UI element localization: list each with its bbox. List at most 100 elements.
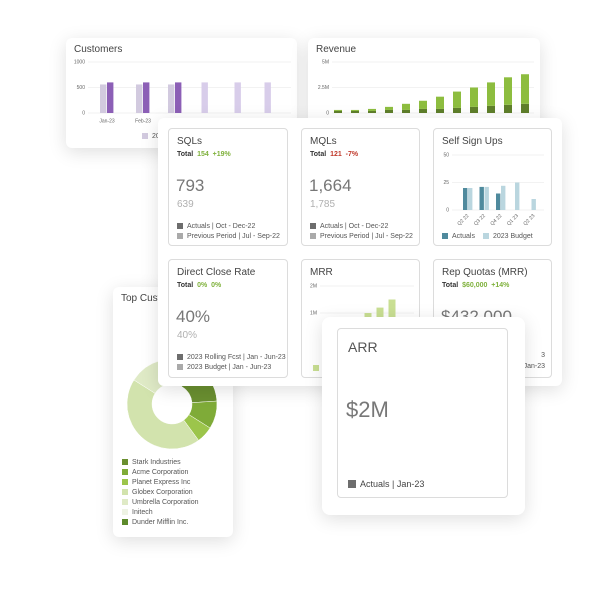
card-title: Top Customers bbox=[121, 293, 189, 304]
bar-segment bbox=[334, 110, 342, 113]
legend-swatch bbox=[310, 233, 316, 239]
legend-entry: Globex Corporation bbox=[122, 489, 199, 499]
bar-segment bbox=[504, 77, 512, 105]
bar-segment bbox=[504, 104, 512, 113]
bar-segment bbox=[419, 108, 427, 113]
y-tick-label: 25 bbox=[443, 180, 449, 186]
arr-card: ARR $2M Actuals | Jan-23 bbox=[322, 317, 525, 515]
legend-entry: Umbrella Corporation bbox=[122, 499, 199, 509]
bar-segment bbox=[419, 100, 427, 109]
kpi-previous: 1,785 bbox=[310, 199, 336, 210]
kpi-value: 1,664 bbox=[309, 176, 352, 195]
legend-text: Actuals | Oct - Dec-22 bbox=[320, 223, 389, 230]
bar bbox=[264, 82, 271, 113]
bar bbox=[479, 186, 484, 210]
legend-entry: Actuals bbox=[442, 233, 475, 240]
legend-entry: Actuals | Oct - Dec-22 bbox=[177, 223, 280, 230]
revenue-chart: 0 2.5M 5M bbox=[318, 59, 534, 116]
legend-text: 20 bbox=[152, 133, 160, 140]
self-sign-ups-chart: 0 25 50 Q2 22 Q3 22 Q4 22 Q1 23 Q2 23 bbox=[443, 152, 544, 227]
y-tick-label: 5M bbox=[322, 59, 329, 65]
bar-segment bbox=[385, 109, 393, 113]
legend-entry: Planet Express Inc bbox=[122, 479, 199, 489]
legend-text: 3 bbox=[541, 352, 545, 359]
bar bbox=[143, 82, 150, 113]
y-tick-label: 0 bbox=[326, 110, 329, 116]
total-value: 154 bbox=[197, 151, 209, 158]
legend: 2023 Rolling Fcst | Jan - Jun-23 2023 Bud… bbox=[177, 354, 286, 374]
kpi-previous: 40% bbox=[177, 330, 198, 341]
card-title: Revenue bbox=[316, 44, 357, 55]
bar-segment bbox=[385, 106, 393, 110]
legend-text: Actuals | Jan-23 bbox=[360, 479, 425, 489]
legend: Actuals 2023 Budget bbox=[442, 233, 541, 240]
y-tick-label: 1M bbox=[310, 310, 317, 316]
bar bbox=[484, 186, 489, 210]
legend-swatch bbox=[177, 354, 183, 360]
bar-segment bbox=[368, 108, 376, 111]
legend-swatch bbox=[142, 133, 148, 139]
bar bbox=[496, 193, 501, 210]
legend-swatch bbox=[122, 519, 128, 525]
bar-segment bbox=[470, 106, 478, 113]
legend-swatch bbox=[122, 499, 128, 505]
kpi-value: 40% bbox=[176, 307, 211, 326]
legend: Actuals | Oct - Dec-22 Previous Period | … bbox=[310, 223, 413, 243]
legend-entry: 2023 Budget | Jan - Jun-23 bbox=[177, 364, 286, 371]
bar bbox=[136, 84, 143, 113]
legend-entry: 2023 Rolling Fcst | Jan - Jun-23 bbox=[177, 354, 286, 361]
legend-swatch bbox=[122, 459, 128, 465]
x-tick-label: Q2 23 bbox=[522, 213, 536, 227]
legend-swatch bbox=[177, 364, 183, 370]
card-title: Direct Close Rate bbox=[177, 267, 256, 278]
bar-segment bbox=[351, 110, 359, 113]
total-label: Total bbox=[177, 282, 194, 289]
y-tick-label: 0 bbox=[82, 110, 85, 116]
legend-swatch bbox=[442, 233, 448, 239]
legend-swatch bbox=[313, 365, 319, 371]
card-title: Rep Quotas (MRR) bbox=[442, 267, 528, 278]
bar-segment bbox=[521, 103, 529, 113]
kpi-value: $2M bbox=[346, 397, 389, 422]
total-line: Total 154 +19% bbox=[177, 151, 231, 158]
total-label: Total bbox=[310, 151, 327, 158]
legend-entry: Initech bbox=[122, 509, 199, 519]
legend-text: 2023 Budget bbox=[492, 233, 533, 240]
legend-swatch bbox=[310, 223, 316, 229]
legend-text: Dunder Mifflin Inc. bbox=[132, 519, 189, 526]
legend-text: Actuals | Oct - Dec-22 bbox=[187, 223, 256, 230]
card-title: ARR bbox=[348, 339, 378, 355]
legend-text: Initech bbox=[132, 509, 153, 516]
legend-text: Actuals bbox=[452, 233, 475, 240]
legend-swatch bbox=[122, 469, 128, 475]
x-tick-label: Q1 23 bbox=[506, 213, 520, 227]
legend-swatch bbox=[122, 509, 128, 515]
bar-segment bbox=[351, 109, 359, 111]
x-tick-label: Q4 22 bbox=[489, 213, 503, 227]
pie-slice bbox=[126, 379, 199, 450]
bar-segment bbox=[436, 96, 444, 109]
legend-entry: Actuals | Jan-23 bbox=[348, 479, 424, 489]
bar-segment bbox=[402, 109, 410, 113]
legend-entry: Stark Industries bbox=[122, 459, 199, 469]
bar bbox=[175, 82, 182, 113]
bar-segment bbox=[521, 74, 529, 104]
arr-inner: ARR $2M Actuals | Jan-23 bbox=[337, 328, 508, 498]
bar-segment bbox=[453, 107, 461, 113]
bar-segment bbox=[487, 105, 495, 113]
legend-swatch bbox=[482, 233, 489, 239]
bar-segment bbox=[368, 110, 376, 113]
sqls-card: SQLs Total 154 +19% 793 639 Actuals | Oc… bbox=[168, 128, 288, 246]
total-change: +14% bbox=[491, 282, 510, 289]
mqls-card: MQLs Total 121 -7% 1,664 1,785 Actuals |… bbox=[301, 128, 420, 246]
legend-text: Jan-23 bbox=[523, 363, 545, 370]
legend-entry: Actuals | Oct - Dec-22 bbox=[310, 223, 413, 230]
bar-segment bbox=[453, 91, 461, 108]
bar-segment bbox=[402, 103, 410, 110]
bar bbox=[100, 84, 107, 113]
legend-text: 2023 Rolling Fcst | Jan - Jun-23 bbox=[187, 354, 286, 361]
bar bbox=[463, 188, 468, 210]
self-sign-ups-card: Self Sign Ups 0 25 50 Q2 22 Q3 22 Q4 22 Q1 23 Q… bbox=[433, 128, 552, 246]
direct-close-rate-card: Direct Close Rate Total 0% 0% 40% 40% 20… bbox=[168, 259, 288, 378]
